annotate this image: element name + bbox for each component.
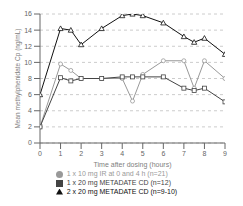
html-text:1 x 20 mg METADATE CD (n=12): 1 x 20 mg METADATE CD (n=12) (66, 179, 171, 186)
svg-text:8: 8 (28, 75, 32, 82)
svg-text:2: 2 (28, 123, 32, 130)
html-text:2 x 20 mg METADATE CD (n=9-10): 2 x 20 mg METADATE CD (n=9-10) (66, 188, 178, 195)
svg-text:4: 4 (120, 150, 124, 157)
svg-text:6: 6 (28, 91, 32, 98)
html-text:1 x 10 mg IR at 0 and 4 h (n=2: 1 x 10 mg IR at 0 and 4 h (n=21) (66, 170, 168, 177)
svg-text:5: 5 (141, 150, 145, 157)
svg-text:9: 9 (223, 150, 227, 157)
svg-text:6: 6 (161, 150, 165, 157)
svg-text:16: 16 (24, 10, 32, 17)
svg-text:7: 7 (182, 150, 186, 157)
svg-text:Time after dosing (hours): Time after dosing (hours) (94, 161, 172, 169)
svg-text:1: 1 (59, 150, 63, 157)
svg-text:10: 10 (24, 59, 32, 66)
svg-text:2: 2 (79, 150, 83, 157)
svg-text:8: 8 (202, 150, 206, 157)
svg-text:Mean methylphenidate Cp (ng/mL: Mean methylphenidate Cp (ng/mL) (14, 28, 22, 128)
svg-text:12: 12 (24, 43, 32, 50)
svg-text:0: 0 (28, 139, 32, 146)
svg-text:0: 0 (38, 150, 42, 157)
svg-text:4: 4 (28, 107, 32, 114)
svg-text:3: 3 (100, 150, 104, 157)
svg-text:14: 14 (24, 27, 32, 34)
